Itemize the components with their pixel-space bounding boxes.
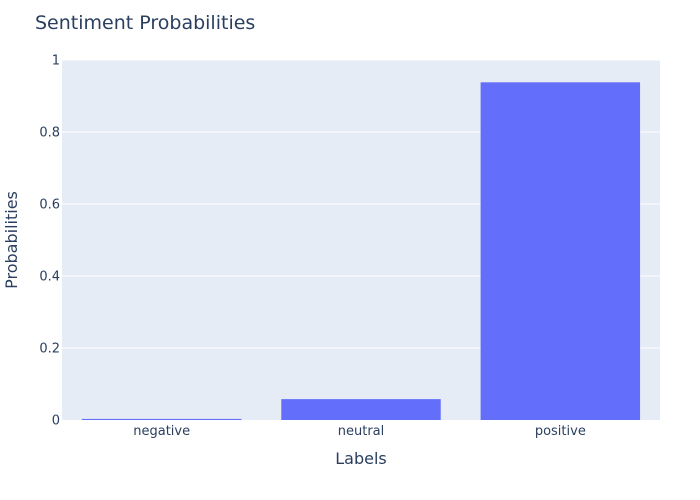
bar-negative[interactable] [81,418,242,420]
y-tick-label: 0.2 [39,342,60,357]
x-tick-label-neutral: neutral [338,424,385,439]
y-tick-label: 0.6 [39,198,60,213]
y-tick-label: 0 [52,414,60,429]
x-axis-ticks: negative neutral positive [133,424,586,439]
bar-neutral[interactable] [281,399,441,420]
x-tick-label-negative: negative [133,424,190,439]
y-tick-label: 0.4 [39,270,60,285]
y-tick-label: 1 [52,54,60,69]
x-axis-title: Labels [335,449,387,468]
chart-title: Sentiment Probabilities [35,12,255,34]
bars [81,82,641,420]
x-tick-label-positive: positive [535,424,586,439]
y-axis-title: Probabilities [2,191,21,289]
bar-positive[interactable] [480,82,641,420]
y-tick-label: 0.8 [39,126,60,141]
y-axis-ticks: 0 0.2 0.4 0.6 0.8 1 [39,54,60,429]
